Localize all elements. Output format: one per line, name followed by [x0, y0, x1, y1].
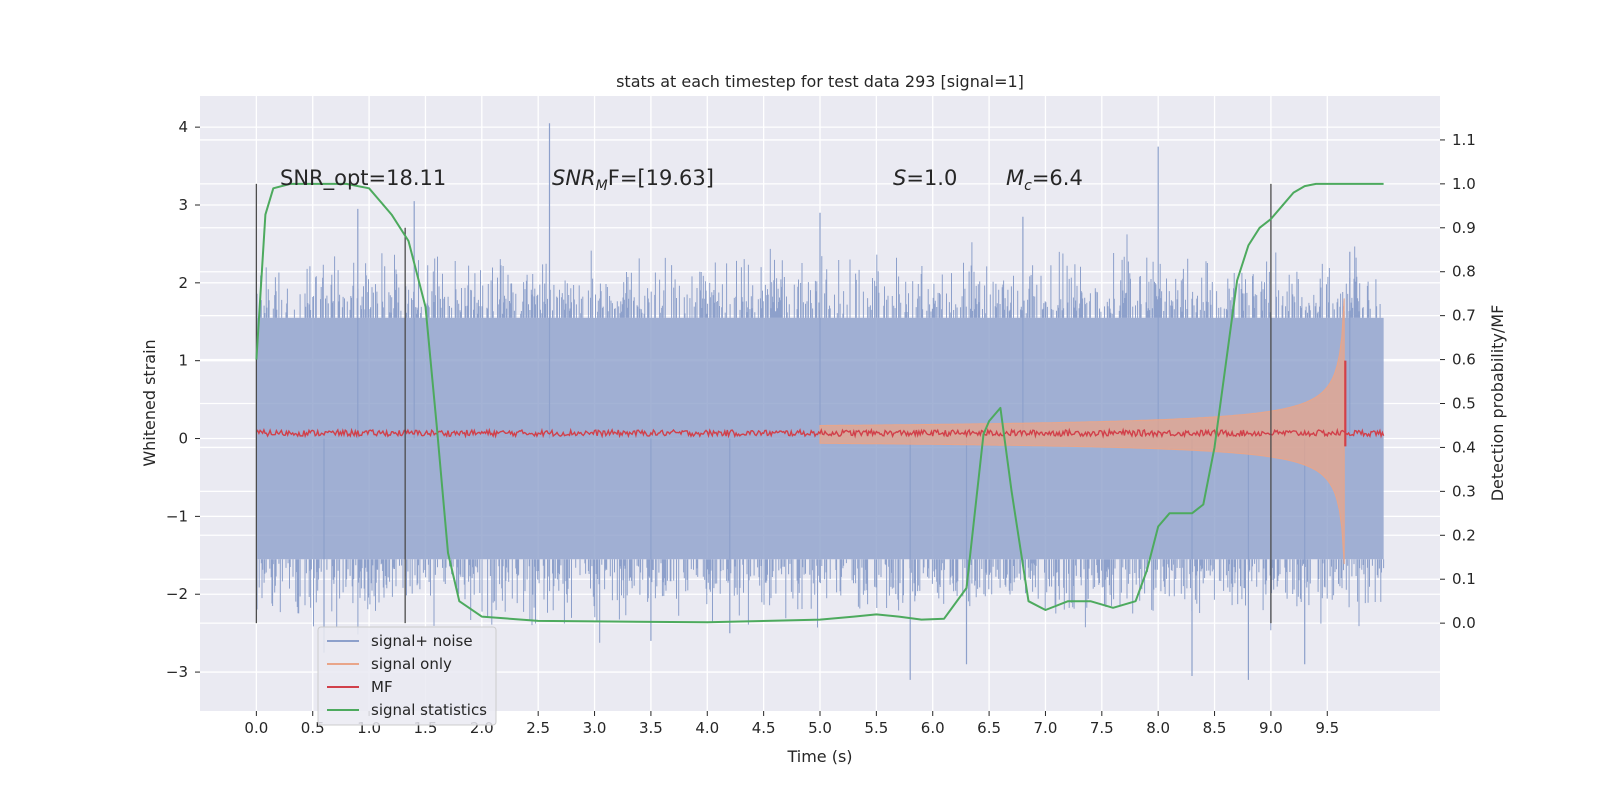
annotation-s-symbol: S: [893, 166, 906, 190]
vertical-markers: [255, 183, 1272, 624]
y-axis-left-label: Whitened strain: [140, 339, 159, 466]
legend-label-signal-statistics: signal statistics: [371, 701, 487, 719]
annotation-s: S=1.0: [893, 166, 957, 190]
y-left-tick-label-6: 3: [178, 196, 188, 214]
legend: signal+ noise signal only MF signal stat…: [317, 626, 497, 726]
y-left-tick-label-4: 1: [178, 352, 188, 370]
y-right-tick-label-8: 0.8: [1452, 263, 1476, 281]
series-signal-only: [819, 298, 1345, 565]
y-left-tick-label-5: 2: [178, 274, 188, 292]
annotation-snr-mf-base: SNR: [552, 166, 596, 190]
y-axis-right-label: Detection probability/MF: [1488, 305, 1507, 502]
x-tick-label-11: 5.5: [864, 719, 888, 737]
x-tick-label-5: 2.5: [526, 719, 550, 737]
x-tick-label-15: 7.5: [1090, 719, 1114, 737]
y-left-tick-label-1: −2: [166, 585, 188, 603]
chart-title: stats at each timestep for test data 293…: [616, 72, 1024, 91]
y-left-tick-label-2: −1: [166, 507, 188, 525]
legend-box: [317, 626, 497, 726]
legend-label-signal-noise: signal+ noise: [371, 632, 473, 650]
y-left-tick-label-0: −3: [166, 663, 188, 681]
annotation-snr-opt: SNR_opt=18.11: [280, 166, 446, 191]
x-tick-label-6: 3.0: [583, 719, 607, 737]
x-tick-label-18: 9.0: [1259, 719, 1283, 737]
y-right-tick-label-3: 0.3: [1452, 482, 1476, 500]
x-tick-label-19: 9.5: [1315, 719, 1339, 737]
x-tick-label-14: 7.0: [1034, 719, 1058, 737]
annotations: SNR_opt=18.11 SNRMF=[19.63] S=1.0 Mc=6.4: [280, 166, 1083, 194]
x-tick-label-17: 8.5: [1203, 719, 1227, 737]
y-right-tick-label-6: 0.6: [1452, 351, 1476, 369]
y-left-tick-label-3: 0: [178, 430, 188, 448]
x-tick-label-10: 5.0: [808, 719, 832, 737]
legend-label-signal-only: signal only: [371, 655, 452, 673]
x-tick-label-12: 6.0: [921, 719, 945, 737]
x-axis-ticks: 0.0 0.5 1.0 1.5 2.0 2.5 3.0 3.5 4.0 4.5 5.0 5.5 6.0 6…: [244, 711, 1339, 737]
x-tick-label-16: 8.0: [1146, 719, 1170, 737]
x-tick-label-0: 0.0: [244, 719, 268, 737]
y-right-tick-label-11: 1.1: [1452, 131, 1476, 149]
x-tick-label-7: 3.5: [639, 719, 663, 737]
y-right-tick-label-10: 1.0: [1452, 175, 1476, 193]
x-tick-label-8: 4.0: [695, 719, 719, 737]
signal-statistics-line: [255, 182, 1384, 624]
y-right-tick-label-9: 0.9: [1452, 219, 1476, 237]
x-tick-label-9: 4.5: [752, 719, 776, 737]
y-left-tick-label-7: 4: [178, 118, 188, 136]
y-right-tick-label-2: 0.2: [1452, 526, 1476, 544]
y-right-tick-label-0: 0.0: [1452, 614, 1476, 632]
x-tick-label-13: 6.5: [977, 719, 1001, 737]
signal-only-envelope: [819, 298, 1345, 565]
noise-spikes: [323, 123, 1351, 680]
legend-label-mf: MF: [371, 678, 393, 696]
y-right-tick-label-4: 0.4: [1452, 438, 1476, 456]
y-axis-left-ticks: −3 −2 −1 0 1 2 3 4: [166, 118, 200, 681]
annotation-s-value: =1.0: [906, 166, 957, 190]
series-mf: [255, 360, 1385, 447]
x-axis-label: Time (s): [786, 747, 852, 766]
annotation-snr-mf: SNRMF=[19.63]: [552, 166, 714, 194]
mf-line: [255, 427, 1385, 439]
y-right-tick-label-5: 0.5: [1452, 395, 1476, 413]
annotation-snr-mf-sub: M: [596, 178, 608, 194]
y-right-tick-label-7: 0.7: [1452, 307, 1476, 325]
series-signal-statistics: [255, 182, 1384, 624]
annotation-snr-mf-rest: F=[19.63]: [608, 166, 714, 190]
annotation-mc-symbol: M: [1006, 166, 1024, 190]
y-right-tick-label-1: 0.1: [1452, 570, 1476, 588]
annotation-mc: Mc=6.4: [1006, 166, 1083, 194]
plot-area: [255, 123, 1385, 680]
annotation-mc-sub: c: [1024, 178, 1032, 194]
y-axis-right-ticks: 0.0 0.1 0.2 0.3 0.4 0.5 0.6 0.7 0.8 0.9 1.0 1.1: [1440, 131, 1476, 632]
annotation-mc-value: =6.4: [1032, 166, 1083, 190]
